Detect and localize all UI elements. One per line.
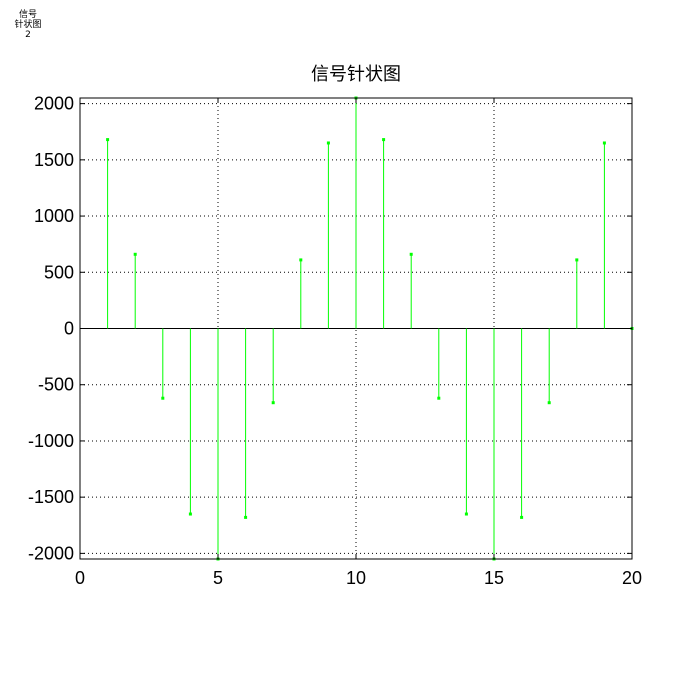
- x-tick-label: 5: [213, 568, 223, 588]
- stem-marker: [106, 138, 110, 142]
- x-tick-label: 15: [484, 568, 504, 588]
- window-label: 信号 针状图 2: [8, 10, 48, 40]
- stem-marker: [271, 401, 275, 405]
- y-tick-label: -1000: [28, 431, 74, 451]
- y-tick-label: 2000: [34, 94, 74, 114]
- y-tick-label: -2000: [28, 543, 74, 563]
- stem-marker: [575, 258, 579, 262]
- y-tick-label: 0: [64, 319, 74, 339]
- ticks: [79, 98, 633, 559]
- y-tick-label: -500: [38, 375, 74, 395]
- stem-marker: [547, 401, 551, 405]
- window-label-line: 2: [25, 30, 31, 40]
- stem-marker: [188, 512, 192, 516]
- stem-marker: [602, 141, 606, 145]
- y-tick-label: 500: [44, 262, 74, 282]
- window-label-line: 信号: [18, 10, 37, 20]
- stem-marker: [133, 252, 137, 256]
- window-label-line: 针状图: [14, 20, 42, 30]
- tick-labels: 0 5 10 15 20 -2000 -1500 -1000 -500 0 500 1000 1500 2…: [28, 94, 642, 588]
- stem-marker: [382, 138, 386, 142]
- stem-marker: [161, 396, 165, 400]
- stem-marker: [326, 141, 330, 145]
- stem-marker: [464, 512, 468, 516]
- x-tick-label: 0: [75, 568, 85, 588]
- stem-marker: [299, 258, 303, 262]
- chart-title: 信号针状图: [311, 64, 401, 85]
- stem-marker: [437, 396, 441, 400]
- stem-marker: [409, 252, 413, 256]
- y-tick-label: 1500: [34, 150, 74, 170]
- x-tick-label: 20: [622, 568, 642, 588]
- stem-marker: [520, 515, 524, 519]
- x-tick-label: 10: [346, 568, 366, 588]
- y-tick-label: 1000: [34, 206, 74, 226]
- stems: [106, 96, 634, 561]
- stem-marker: [244, 515, 248, 519]
- y-tick-label: -1500: [28, 487, 74, 507]
